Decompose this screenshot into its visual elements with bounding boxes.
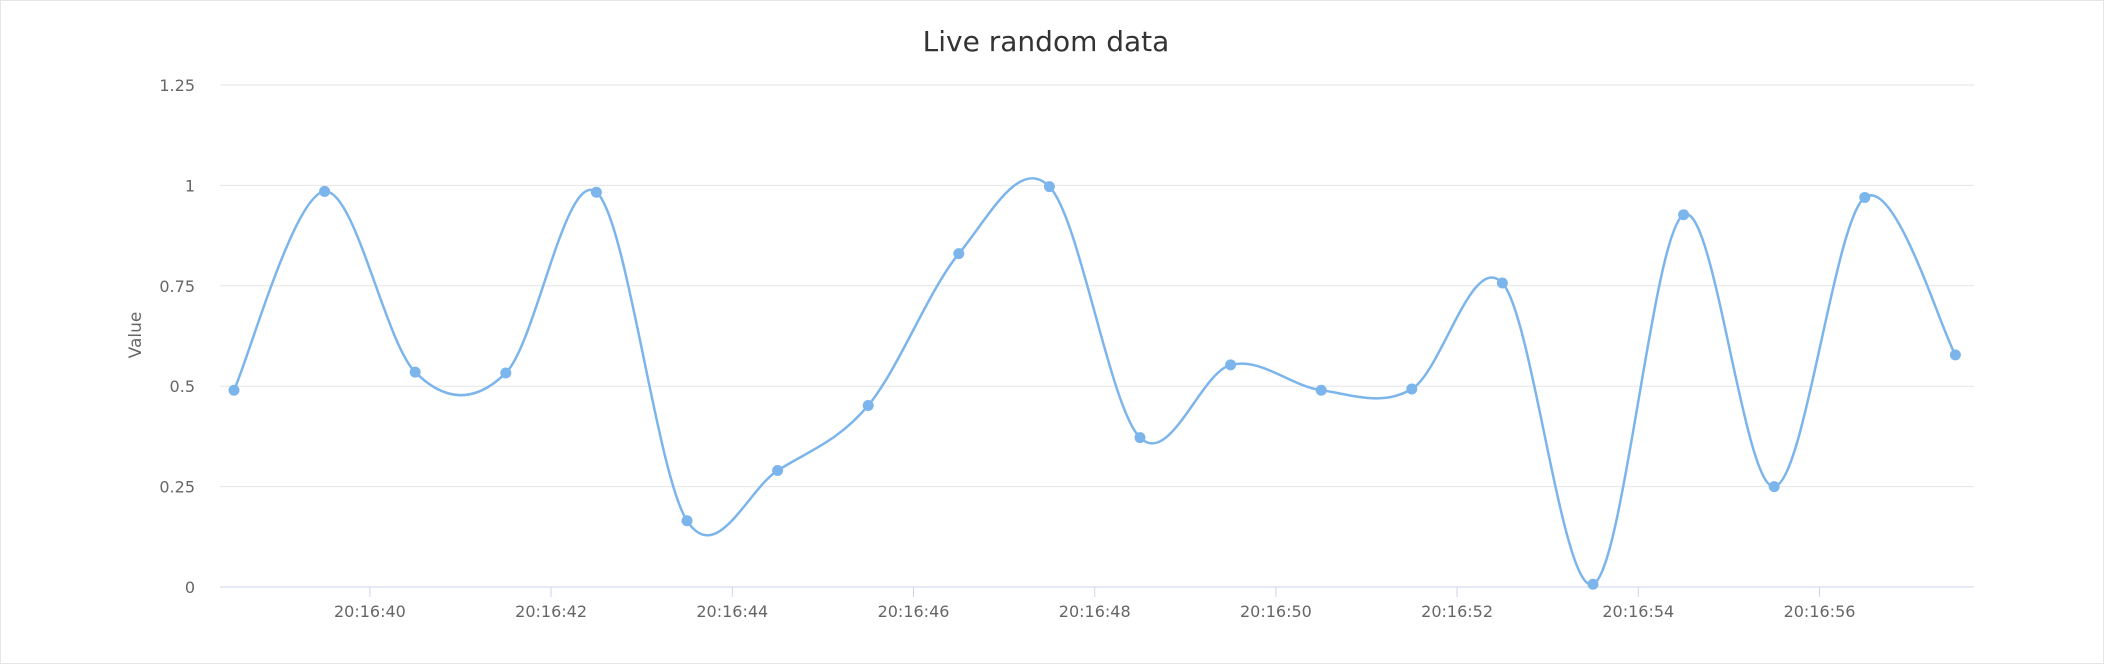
data-point-marker[interactable] [1768, 481, 1780, 493]
data-point-marker[interactable] [953, 248, 965, 260]
data-point-marker[interactable] [1496, 277, 1508, 289]
y-tick-label: 0 [185, 578, 195, 597]
x-axis: 20:16:40 20:16:42 20:16:44 20:16:46 20:16:48… [220, 586, 1974, 621]
x-tick-label: 20:16:42 [515, 602, 587, 621]
data-point-marker[interactable] [1225, 359, 1237, 371]
series-line [232, 177, 1957, 586]
data-point-marker[interactable] [862, 399, 874, 411]
data-point-marker[interactable] [1859, 191, 1871, 203]
y-tick-label: 0.75 [159, 277, 195, 296]
y-tick-label: 1.25 [159, 76, 195, 95]
chart-title: Live random data [923, 25, 1170, 58]
x-tick-label: 20:16:46 [878, 602, 950, 621]
data-point-marker[interactable] [1406, 383, 1418, 395]
data-point-marker[interactable] [409, 366, 421, 378]
x-tick-label: 20:16:50 [1240, 602, 1312, 621]
data-point-marker[interactable] [1949, 349, 1961, 361]
series-layer [228, 177, 1961, 590]
data-point-marker[interactable] [1678, 209, 1690, 221]
data-point-marker[interactable] [1043, 181, 1055, 193]
x-tick-label: 20:16:56 [1784, 602, 1856, 621]
data-point-marker[interactable] [1134, 432, 1146, 444]
data-point-marker[interactable] [681, 515, 693, 527]
data-point-marker[interactable] [228, 384, 240, 396]
data-point-marker[interactable] [772, 465, 784, 477]
y-tick-label: 0.5 [170, 377, 195, 396]
data-point-marker[interactable] [1587, 578, 1599, 590]
y-axis-ticks: 0 0.25 0.5 0.75 1 1.25 [159, 76, 195, 597]
y-tick-label: 1 [185, 176, 195, 195]
x-tick-label: 20:16:52 [1421, 602, 1493, 621]
x-tick-label: 20:16:40 [334, 602, 406, 621]
y-axis-title: Value [126, 312, 146, 359]
x-tick-label: 20:16:44 [696, 602, 768, 621]
data-point-marker[interactable] [500, 367, 512, 379]
data-point-marker[interactable] [1315, 384, 1327, 396]
x-tick-label: 20:16:48 [1059, 602, 1131, 621]
data-point-marker[interactable] [590, 186, 602, 198]
grid-lines [220, 84, 1974, 488]
x-tick-label: 20:16:54 [1602, 602, 1674, 621]
y-tick-label: 0.25 [159, 478, 195, 497]
data-point-marker[interactable] [319, 185, 331, 197]
